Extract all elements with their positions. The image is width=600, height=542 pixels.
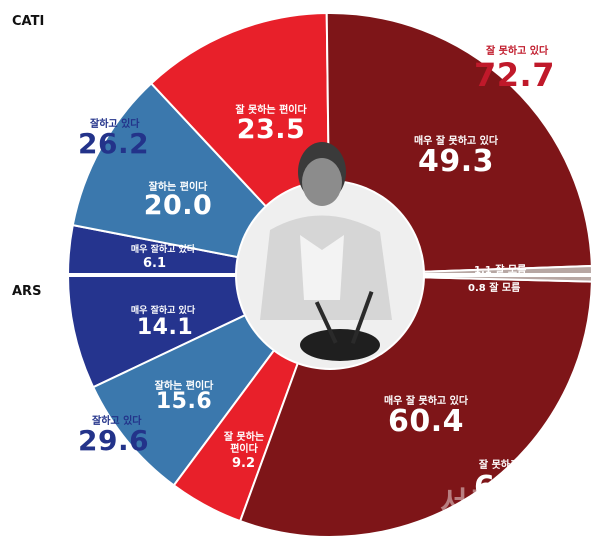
cati-very-bad-caption: 매우 잘 못하고 있다 xyxy=(413,136,499,147)
cati-very-good-caption: 매우 잘하고 있다 xyxy=(130,245,196,255)
watermark-brand: 서귀포방송 xyxy=(440,486,588,521)
section-label-ars: ARS xyxy=(12,284,42,299)
ars-very-good-caption: 매우 잘하고 있다 xyxy=(130,306,196,316)
cati-good-value: 20.0 xyxy=(143,190,213,221)
ars-dont-know-label: 0.8 잘 모름 xyxy=(468,283,521,294)
ars-good-value: 15.6 xyxy=(155,389,213,414)
ars-very-bad-value: 60.4 xyxy=(387,404,465,439)
ars-bad-caption-line2: 편이다 xyxy=(230,444,258,455)
ars-negative-total-caption: 잘 못하고 있다 xyxy=(478,460,542,471)
cati-good-caption: 잘하는 편이다 xyxy=(148,182,208,193)
cati-very-good-value: 6.1 xyxy=(143,256,167,271)
ars-bad-value: 9.2 xyxy=(232,456,256,471)
ars-positive-total-caption: 잘하고 있다 xyxy=(92,416,142,427)
cati-positive-total-value: 26.2 xyxy=(78,127,150,160)
ars-very-good-value: 14.1 xyxy=(136,315,194,340)
cati-negative-total-value: 72.7 xyxy=(474,56,555,94)
cati-bad-value: 23.5 xyxy=(236,114,306,145)
cati-negative-total-caption: 잘 못하고 있다 xyxy=(486,46,549,57)
person-photo xyxy=(237,142,423,368)
cati-dont-know-label: 1.1 잘 모름 xyxy=(474,265,527,276)
cati-positive-total-caption: 잘하고 있다 xyxy=(90,119,140,130)
watermark-url: www.seogwipo.tv xyxy=(478,514,575,524)
cati-very-bad-value: 49.3 xyxy=(417,144,495,179)
ars-good-caption: 잘하는 편이다 xyxy=(154,381,214,392)
ars-positive-total-value: 29.6 xyxy=(78,424,150,457)
section-label-cati: CATI xyxy=(12,14,45,29)
ars-bad-caption-line1: 잘 못하는 xyxy=(223,432,265,443)
ars-very-bad-caption: 매우 잘 못하고 있다 xyxy=(383,396,469,407)
cati-bad-caption: 잘 못하는 편이다 xyxy=(235,105,307,116)
ars-negative-total-value: 69.5 xyxy=(473,470,551,505)
